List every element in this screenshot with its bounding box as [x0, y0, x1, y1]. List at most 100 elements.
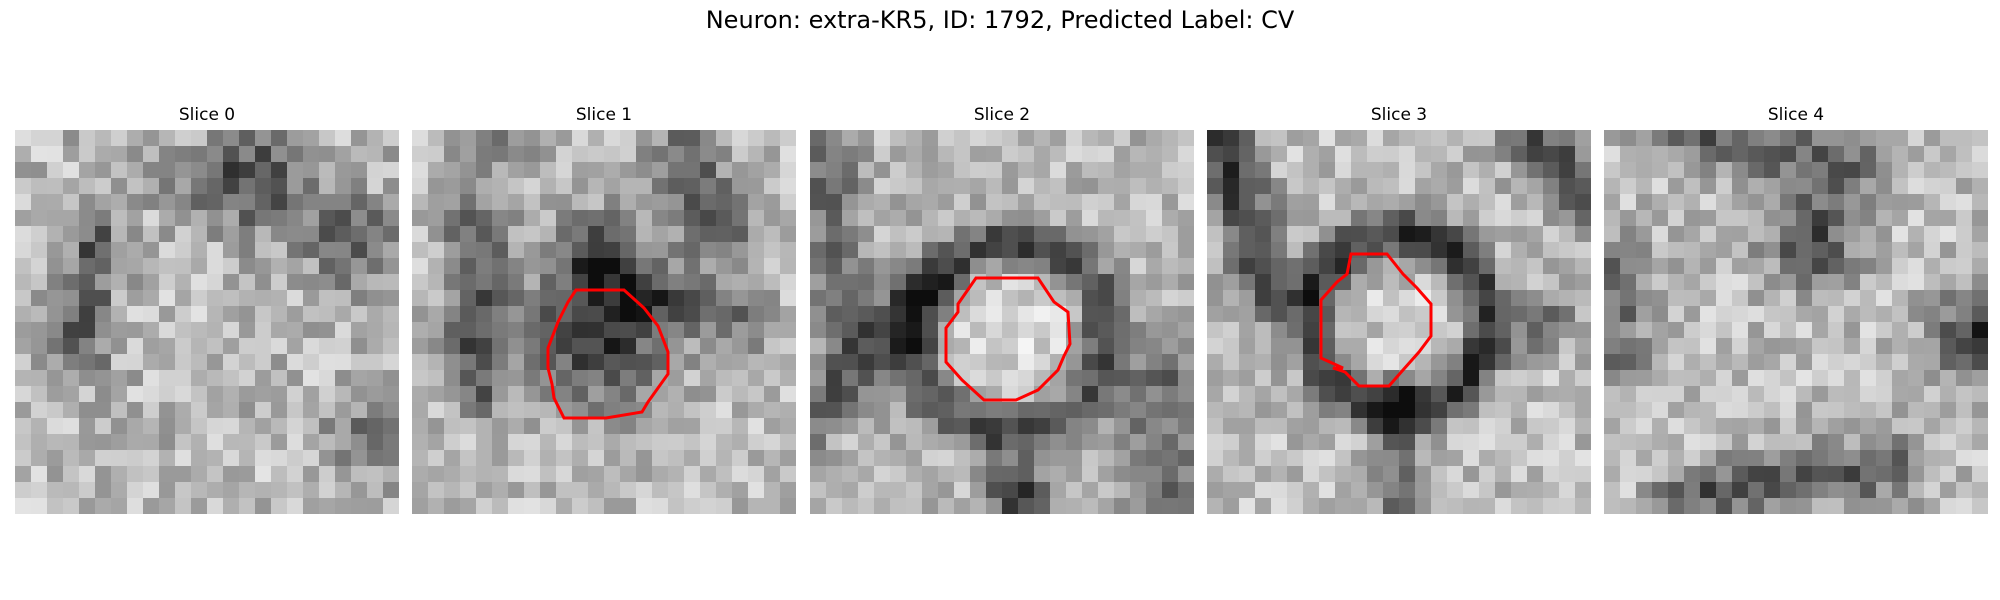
pixel	[127, 306, 144, 323]
pixel	[1748, 338, 1765, 355]
pixel	[1463, 130, 1480, 147]
pixel	[351, 450, 368, 467]
pixel	[79, 194, 96, 211]
pixel	[79, 258, 96, 275]
pixel	[159, 354, 176, 371]
pixel	[1511, 370, 1528, 387]
pixel	[1860, 498, 1877, 514]
pixel	[271, 466, 288, 483]
pixel	[1351, 354, 1368, 371]
pixel	[890, 130, 907, 147]
pixel	[636, 434, 653, 451]
pixel	[1972, 418, 1988, 435]
pixel	[1130, 146, 1147, 163]
pixel	[1351, 498, 1368, 514]
pixel	[732, 450, 749, 467]
pixel	[223, 290, 240, 307]
pixel	[287, 290, 304, 307]
pixel	[1543, 498, 1560, 514]
pixel	[1034, 194, 1051, 211]
pixel	[1716, 386, 1733, 403]
pixel	[620, 258, 637, 275]
pixel	[1828, 306, 1845, 323]
pixel	[1700, 242, 1717, 259]
pixel	[63, 178, 80, 195]
pixel	[700, 194, 717, 211]
pixel	[1796, 322, 1813, 339]
figure-title: Neuron: extra-KR5, ID: 1792, Predicted L…	[0, 6, 2000, 34]
pixel	[1303, 274, 1320, 291]
pixel	[1876, 130, 1893, 147]
pixel	[15, 194, 32, 211]
pixel	[764, 418, 781, 435]
pixel	[780, 370, 796, 387]
pixel	[1130, 322, 1147, 339]
pixel	[890, 210, 907, 227]
pixel	[1367, 194, 1384, 211]
pixel	[810, 226, 827, 243]
pixel	[604, 434, 621, 451]
pixel	[732, 386, 749, 403]
pixel	[938, 434, 955, 451]
pixel	[175, 210, 192, 227]
pixel	[1812, 130, 1829, 147]
pixel	[636, 162, 653, 179]
pixel	[428, 194, 445, 211]
pixel	[764, 258, 781, 275]
pixel	[508, 210, 525, 227]
slice-panel-0: Slice 0	[15, 100, 399, 514]
pixel	[428, 370, 445, 387]
pixel	[1018, 354, 1035, 371]
pixel	[1335, 290, 1352, 307]
pixel	[604, 338, 621, 355]
pixel	[1335, 434, 1352, 451]
pixel	[1447, 370, 1464, 387]
pixel	[1066, 274, 1083, 291]
pixel	[255, 178, 272, 195]
pixel	[47, 162, 64, 179]
pixel	[1255, 274, 1272, 291]
pixel	[1620, 466, 1637, 483]
pixel	[367, 226, 384, 243]
pixel	[1636, 434, 1653, 451]
pixel	[1668, 242, 1685, 259]
pixel	[1050, 482, 1067, 499]
pixel	[271, 418, 288, 435]
pixel	[303, 178, 320, 195]
pixel	[1780, 338, 1797, 355]
pixel	[1383, 290, 1400, 307]
pixel	[159, 242, 176, 259]
pixel	[1732, 402, 1749, 419]
pixel	[1956, 226, 1973, 243]
pixel	[1511, 418, 1528, 435]
pixel	[1972, 242, 1988, 259]
pixel	[1543, 194, 1560, 211]
pixel	[1764, 242, 1781, 259]
pixel	[1812, 146, 1829, 163]
pixel	[906, 274, 923, 291]
pixel	[1828, 466, 1845, 483]
pixel	[383, 226, 399, 243]
pixel	[1162, 498, 1179, 514]
pixel	[748, 482, 765, 499]
pixel	[303, 146, 320, 163]
pixel	[1002, 242, 1019, 259]
slice-title-3: Slice 3	[1207, 100, 1591, 130]
pixel	[508, 402, 525, 419]
pixel	[1732, 226, 1749, 243]
pixel	[1319, 466, 1336, 483]
pixel	[335, 354, 352, 371]
pixel	[1668, 338, 1685, 355]
pixel	[922, 130, 939, 147]
pixel	[1146, 146, 1163, 163]
pixel	[255, 338, 272, 355]
pixel	[1130, 482, 1147, 499]
pixel	[524, 466, 541, 483]
pixel	[1162, 130, 1179, 147]
pixel	[556, 418, 573, 435]
pixel	[1335, 130, 1352, 147]
pixel	[1860, 482, 1877, 499]
pixel	[572, 306, 589, 323]
pixel	[524, 306, 541, 323]
pixel	[1383, 386, 1400, 403]
